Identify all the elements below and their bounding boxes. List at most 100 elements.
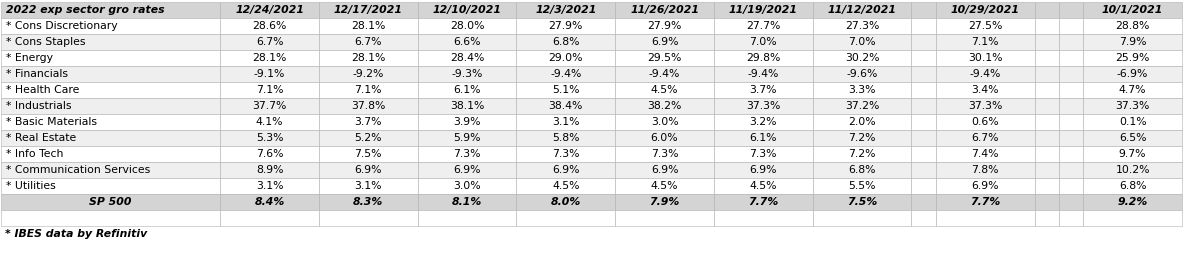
Bar <box>1059 18 1084 34</box>
Text: 6.9%: 6.9% <box>971 181 998 191</box>
Bar <box>1084 114 1182 130</box>
Bar <box>1035 98 1059 114</box>
Text: -9.4%: -9.4% <box>648 69 680 79</box>
Bar <box>517 146 615 162</box>
Bar <box>615 98 713 114</box>
Text: 5.1%: 5.1% <box>552 85 580 95</box>
Bar <box>1059 162 1084 178</box>
Text: 12/3/2021: 12/3/2021 <box>535 5 596 15</box>
Bar <box>418 34 517 50</box>
Bar <box>1084 18 1182 34</box>
Bar <box>911 66 936 82</box>
Bar <box>418 98 517 114</box>
Text: 3.1%: 3.1% <box>256 181 283 191</box>
Bar <box>517 50 615 66</box>
Bar <box>517 18 615 34</box>
Text: 25.9%: 25.9% <box>1116 53 1150 63</box>
Bar <box>1035 146 1059 162</box>
Bar <box>319 2 418 18</box>
Bar <box>319 18 418 34</box>
Text: * Financials: * Financials <box>6 69 67 79</box>
Text: * Communication Services: * Communication Services <box>6 165 150 175</box>
Bar <box>319 162 418 178</box>
Bar <box>911 114 936 130</box>
Bar <box>1059 210 1084 226</box>
Text: * Info Tech: * Info Tech <box>6 149 63 159</box>
Bar <box>1035 82 1059 98</box>
Text: 10/29/2021: 10/29/2021 <box>951 5 1020 15</box>
Bar <box>319 50 418 66</box>
Text: 7.3%: 7.3% <box>651 149 678 159</box>
Text: 3.1%: 3.1% <box>355 181 382 191</box>
Text: 7.7%: 7.7% <box>970 197 1001 207</box>
Bar <box>418 162 517 178</box>
Bar <box>713 34 813 50</box>
Bar <box>418 18 517 34</box>
Text: 6.9%: 6.9% <box>355 165 382 175</box>
Text: 7.2%: 7.2% <box>848 133 875 143</box>
Text: 4.5%: 4.5% <box>750 181 777 191</box>
Bar <box>936 82 1035 98</box>
Text: 5.5%: 5.5% <box>848 181 875 191</box>
Text: 6.9%: 6.9% <box>453 165 480 175</box>
Bar <box>936 178 1035 194</box>
Bar <box>1084 98 1182 114</box>
Bar <box>418 114 517 130</box>
Text: 30.2%: 30.2% <box>845 53 879 63</box>
Bar <box>713 82 813 98</box>
Text: 7.1%: 7.1% <box>971 37 998 47</box>
Bar <box>517 98 615 114</box>
Text: 0.6%: 0.6% <box>971 117 998 127</box>
Text: 8.4%: 8.4% <box>254 197 285 207</box>
Bar <box>936 194 1035 210</box>
Bar <box>517 34 615 50</box>
Bar <box>936 34 1035 50</box>
Text: 6.9%: 6.9% <box>750 165 777 175</box>
Bar <box>1059 114 1084 130</box>
Bar <box>936 2 1035 18</box>
Text: 7.5%: 7.5% <box>847 197 877 207</box>
Bar <box>220 146 319 162</box>
Bar <box>517 130 615 146</box>
Text: * Cons Staples: * Cons Staples <box>6 37 85 47</box>
Bar <box>1 82 220 98</box>
Text: 28.8%: 28.8% <box>1116 21 1150 31</box>
Bar <box>1084 194 1182 210</box>
Bar <box>713 162 813 178</box>
Bar <box>1035 178 1059 194</box>
Text: 11/12/2021: 11/12/2021 <box>828 5 897 15</box>
Text: 12/24/2021: 12/24/2021 <box>235 5 304 15</box>
Text: -9.4%: -9.4% <box>748 69 778 79</box>
Bar <box>418 210 517 226</box>
Bar <box>615 146 713 162</box>
Bar <box>615 66 713 82</box>
Text: -9.4%: -9.4% <box>550 69 582 79</box>
Bar <box>615 194 713 210</box>
Text: 9.2%: 9.2% <box>1118 197 1148 207</box>
Bar <box>220 210 319 226</box>
Text: 12/17/2021: 12/17/2021 <box>334 5 402 15</box>
Bar <box>1035 130 1059 146</box>
Text: 6.8%: 6.8% <box>1119 181 1146 191</box>
Text: 27.9%: 27.9% <box>549 21 583 31</box>
Text: 6.7%: 6.7% <box>256 37 283 47</box>
Bar <box>517 82 615 98</box>
Text: * Cons Discretionary: * Cons Discretionary <box>6 21 117 31</box>
Text: 6.7%: 6.7% <box>971 133 998 143</box>
Text: 28.1%: 28.1% <box>252 53 286 63</box>
Text: -9.1%: -9.1% <box>254 69 285 79</box>
Bar <box>1084 178 1182 194</box>
Text: 37.3%: 37.3% <box>968 101 1002 111</box>
Text: 4.5%: 4.5% <box>552 181 580 191</box>
Bar <box>220 18 319 34</box>
Bar <box>1084 130 1182 146</box>
Bar <box>813 50 911 66</box>
Bar <box>713 18 813 34</box>
Bar <box>1 50 220 66</box>
Bar <box>911 210 936 226</box>
Bar <box>615 2 713 18</box>
Bar <box>615 34 713 50</box>
Bar <box>936 98 1035 114</box>
Text: 6.0%: 6.0% <box>651 133 678 143</box>
Bar <box>220 98 319 114</box>
